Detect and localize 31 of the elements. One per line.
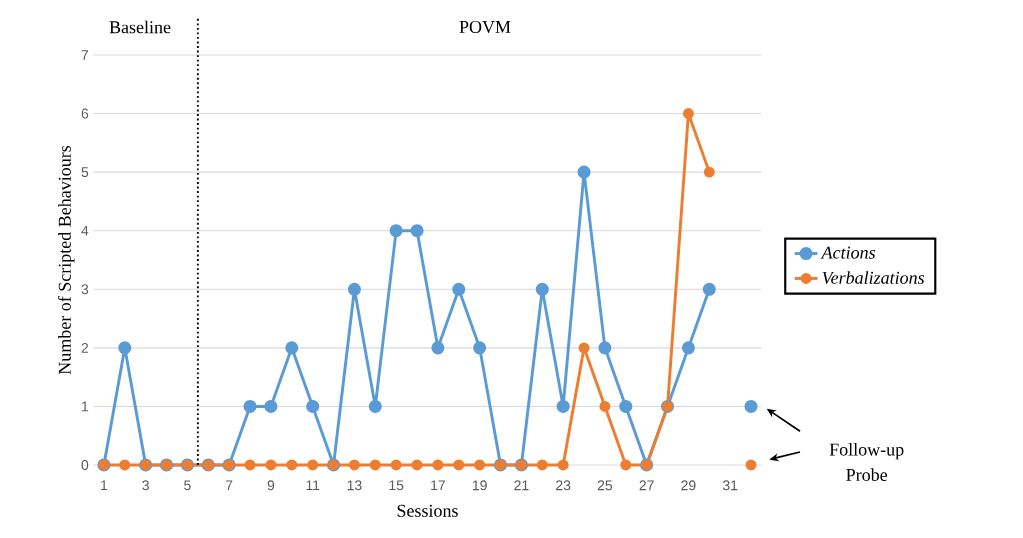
x-tick-label: 25 xyxy=(597,480,613,491)
y-tick-label: 7 xyxy=(81,50,89,60)
x-tick-label: 29 xyxy=(681,480,696,491)
x-tick-label: 23 xyxy=(556,480,571,491)
x-tick-label: 11 xyxy=(306,480,320,490)
y-tick-label: 0 xyxy=(81,460,89,470)
x-tick-label: 5 xyxy=(184,480,191,491)
text: POVM xyxy=(459,20,511,34)
y-tick-label: 6 xyxy=(81,108,89,119)
x-tick-label: 9 xyxy=(267,480,275,491)
text: Follow-up Probe xyxy=(829,442,904,481)
x-tick-label: 17 xyxy=(431,480,445,490)
x-axis-title: Sessions xyxy=(397,504,458,517)
x-tick-label: 15 xyxy=(389,480,404,491)
y-axis-title: Number of Scripted Behaviours xyxy=(57,145,75,375)
x-tick-label: 31 xyxy=(722,480,738,491)
x-tick-label: 27 xyxy=(639,480,654,491)
y-tick-label: 3 xyxy=(81,284,89,295)
x-tick-label: 7 xyxy=(225,480,233,490)
y-tick-label: 4 xyxy=(81,225,89,236)
y-tick-label: 1 xyxy=(82,401,89,412)
legend-label: Verbalizations xyxy=(822,271,925,284)
y-tick-label: 2 xyxy=(81,342,89,353)
x-tick-label: 3 xyxy=(142,480,149,491)
x-tick-label: 21 xyxy=(514,480,529,491)
text: Baseline xyxy=(109,20,171,34)
legend-label: Actions xyxy=(820,246,876,259)
y-tick-label: 5 xyxy=(81,167,89,178)
x-tick-label: 19 xyxy=(472,480,487,491)
x-tick-label: 13 xyxy=(347,480,362,491)
x-tick-label: 1 xyxy=(101,480,108,490)
